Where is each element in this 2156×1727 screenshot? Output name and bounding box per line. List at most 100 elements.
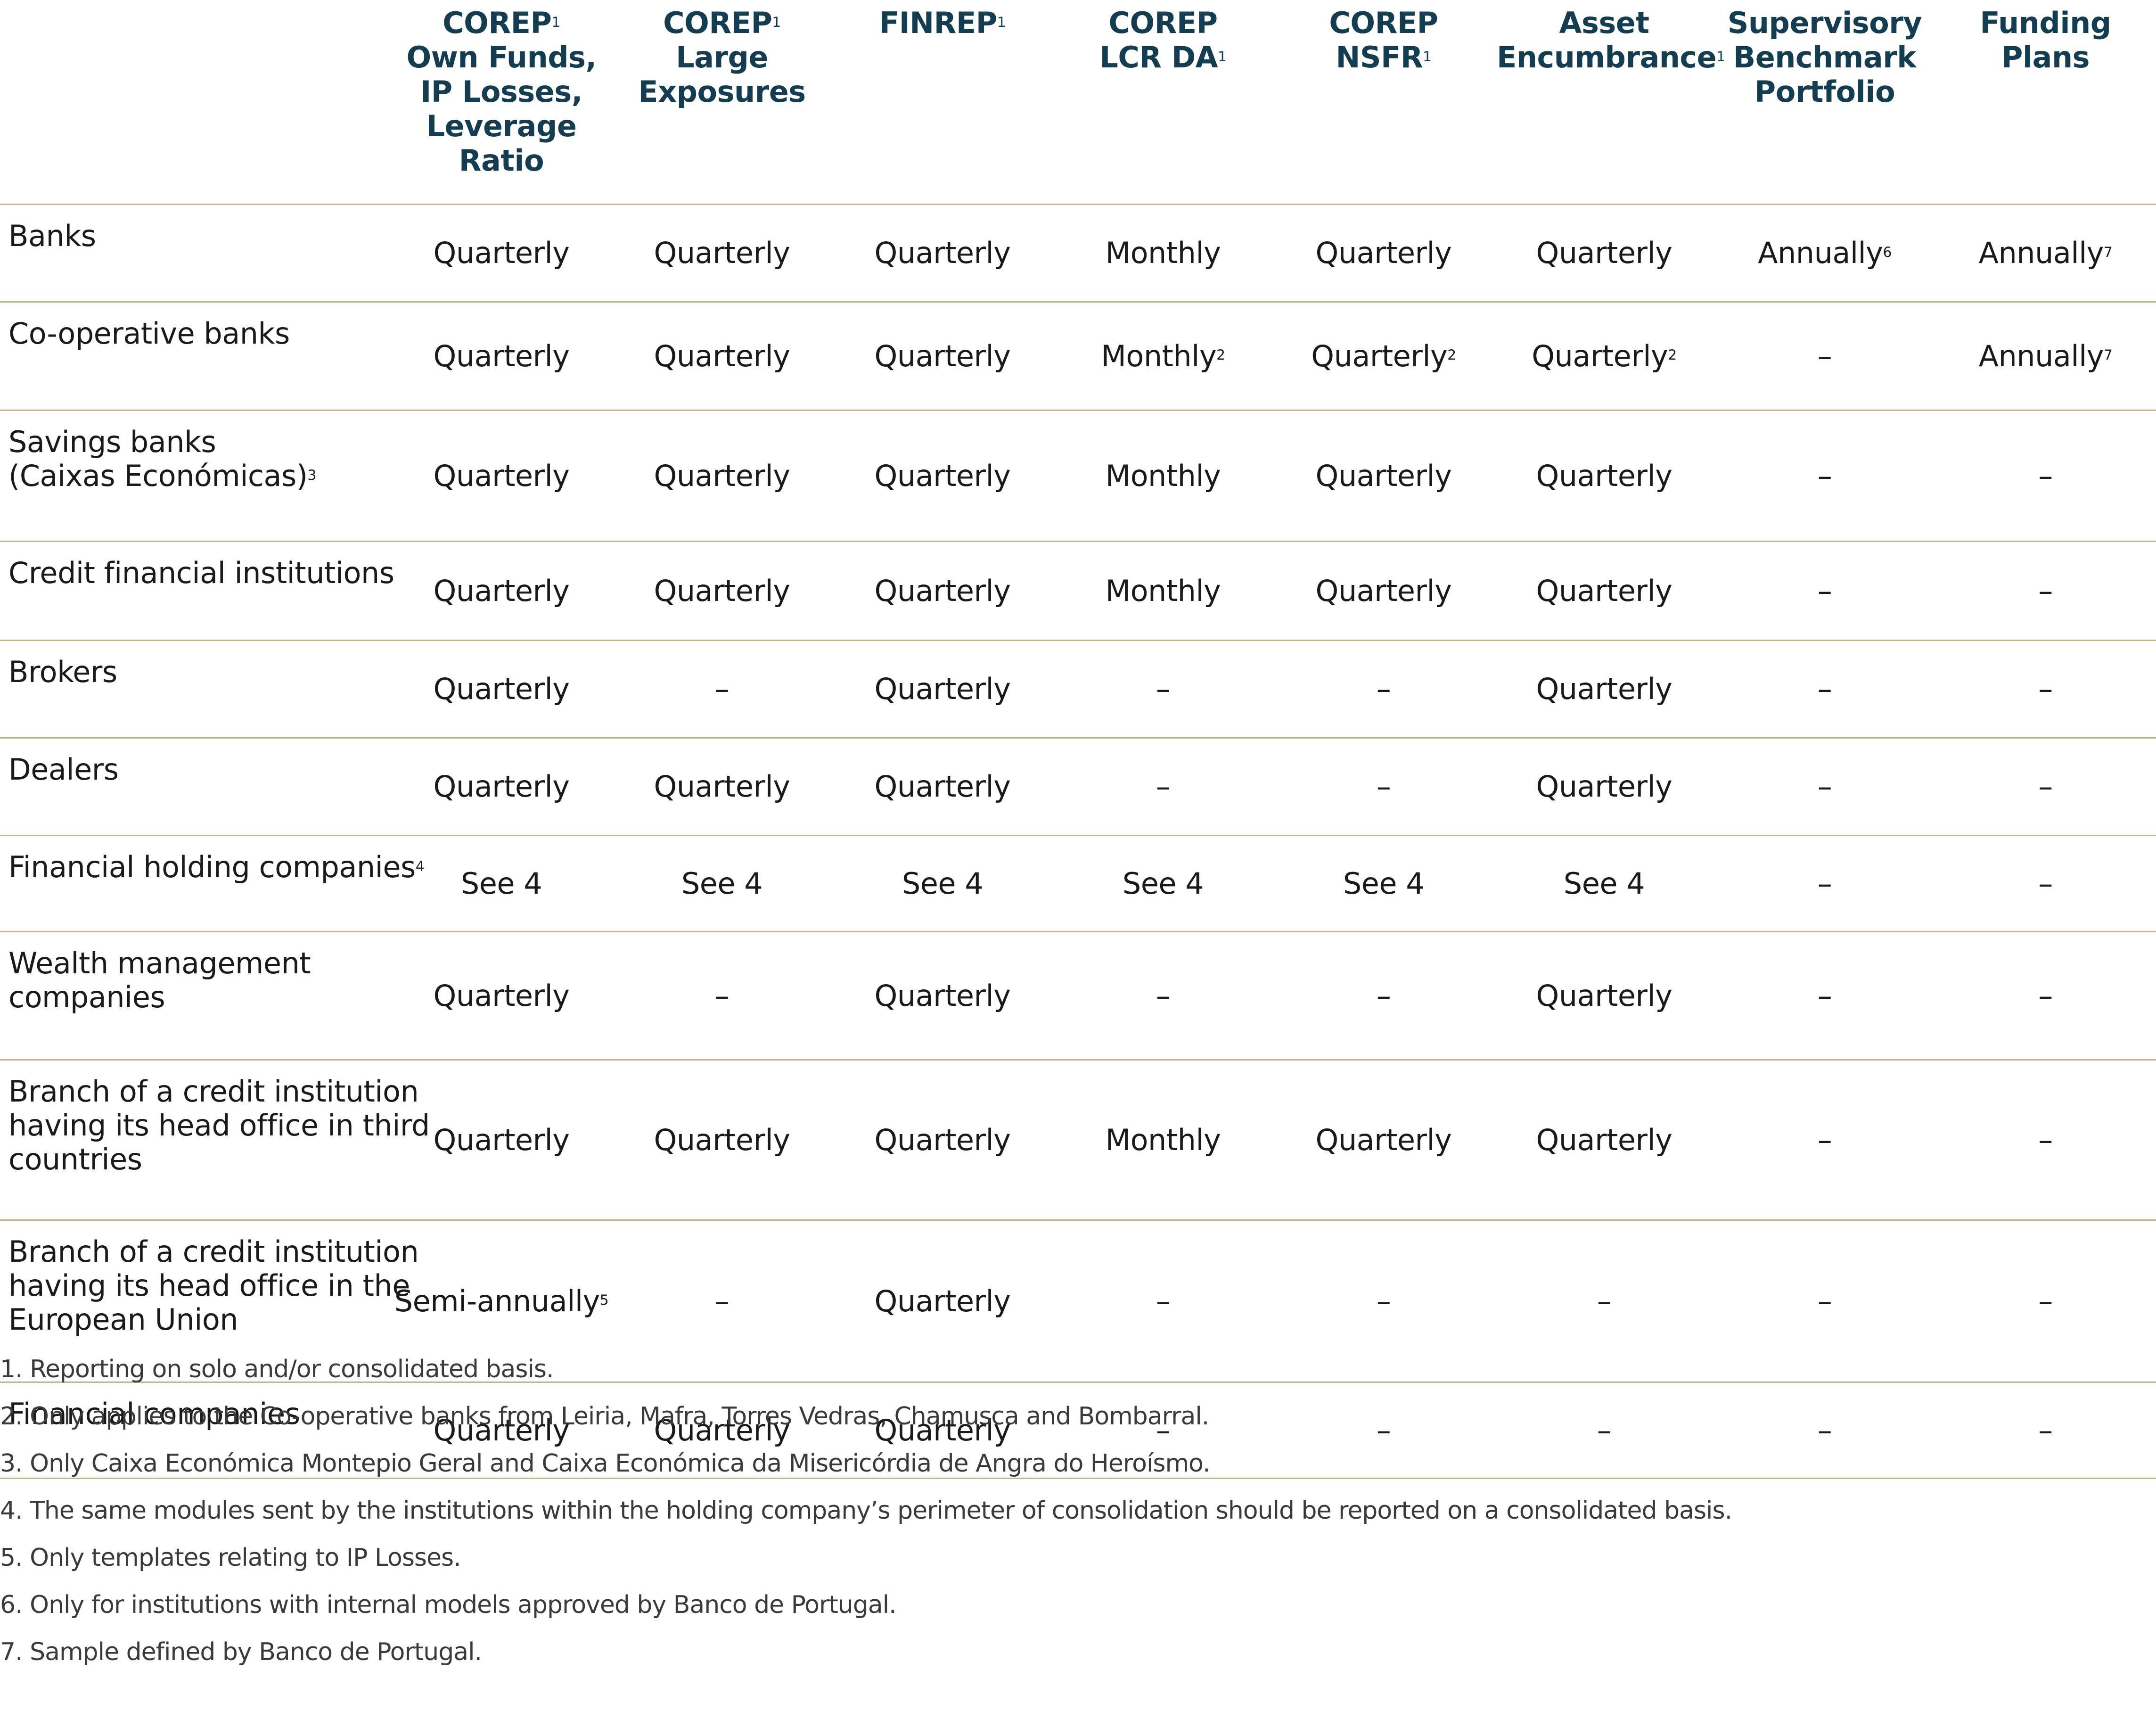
- row-branch-third-countries: Branch of a credit institution having its…: [0, 1060, 2156, 1221]
- row-savings-banks: Savings banks (Caixas Económicas)3 Quarter…: [0, 410, 2156, 542]
- footnote: 4. The same modules sent by the institut…: [0, 1497, 1732, 1525]
- row-label: Wealth management companies: [0, 931, 391, 1061]
- row-label: Financial companies: [0, 1382, 391, 1479]
- footnote: 3. Only Caixa Económica Montepio Geral a…: [0, 1449, 1211, 1478]
- cell-supervisory-benchmark-portfolio: –: [1714, 640, 1935, 739]
- cell-supervisory-benchmark-portfolio: –: [1714, 931, 1935, 1061]
- cell-corep-own-funds: Quarterly: [391, 1382, 612, 1479]
- cell-corep-nsfr: –: [1273, 931, 1494, 1061]
- row-dealers: Dealers Quarterly Quarterly Quarterly – – Quar…: [0, 738, 2156, 836]
- row-label: Dealers: [0, 738, 391, 836]
- row-banks: Banks Quarterly Quarterly Quarterly Monthly Q…: [0, 204, 2156, 303]
- row-label: Banks: [0, 204, 391, 303]
- cell-supervisory-benchmark-portfolio: –: [1714, 738, 1935, 836]
- cell-funding-plans: –: [1935, 640, 2156, 739]
- cell-corep-own-funds: See 4: [391, 835, 612, 932]
- row-co-operative-banks: Co-operative banks Quarterly Quarterly Quar…: [0, 302, 2156, 411]
- cell-corep-large-exposures: Quarterly: [612, 410, 832, 542]
- cell-corep-nsfr: –: [1273, 1220, 1494, 1383]
- cell-corep-own-funds: Quarterly: [391, 640, 612, 739]
- cell-corep-large-exposures: Quarterly: [612, 1060, 832, 1221]
- cell-corep-nsfr: Quarterly: [1273, 410, 1494, 542]
- cell-corep-own-funds: Semi-annually5: [391, 1220, 612, 1383]
- cell-corep-lcr-da: –: [1053, 738, 1273, 836]
- cell-corep-large-exposures: –: [612, 640, 832, 739]
- cell-funding-plans: Annually7: [1935, 204, 2156, 303]
- cell-corep-own-funds: Quarterly: [391, 541, 612, 641]
- cell-asset-encumbrance: Quarterly: [1494, 931, 1714, 1061]
- cell-funding-plans: –: [1935, 738, 2156, 836]
- column-header-corep-nsfr: COREP NSFR1: [1273, 0, 1494, 205]
- cell-finrep: Quarterly: [832, 640, 1053, 739]
- row-branch-european-union: Branch of a credit institution having its…: [0, 1220, 2156, 1383]
- header-corner: [0, 0, 391, 205]
- table-body: Banks Quarterly Quarterly Quarterly Monthly Q…: [0, 204, 2156, 1479]
- cell-funding-plans: –: [1935, 931, 2156, 1061]
- row-label: Financial holding companies4: [0, 835, 425, 932]
- cell-corep-large-exposures: Quarterly: [612, 1382, 832, 1479]
- cell-corep-nsfr: Quarterly2: [1273, 302, 1494, 411]
- cell-finrep: Quarterly: [832, 1060, 1053, 1221]
- cell-finrep: Quarterly: [832, 1382, 1053, 1479]
- footnote: 1. Reporting on solo and/or consolidated…: [0, 1355, 554, 1383]
- cell-corep-large-exposures: See 4: [612, 835, 832, 932]
- cell-corep-lcr-da: See 4: [1053, 835, 1273, 932]
- cell-corep-own-funds: Quarterly: [391, 738, 612, 836]
- cell-finrep: Quarterly: [832, 738, 1053, 836]
- cell-corep-large-exposures: Quarterly: [612, 738, 832, 836]
- cell-asset-encumbrance: Quarterly: [1494, 410, 1714, 542]
- row-wealth-management-companies: Wealth management companies Quarterly – Quar…: [0, 931, 2156, 1061]
- cell-corep-lcr-da: –: [1053, 931, 1273, 1061]
- cell-supervisory-benchmark-portfolio: –: [1714, 302, 1935, 411]
- cell-supervisory-benchmark-portfolio: –: [1714, 1220, 1935, 1383]
- cell-supervisory-benchmark-portfolio: –: [1714, 835, 1935, 932]
- footnotes: 1. Reporting on solo and/or consolidated…: [0, 1346, 2121, 1676]
- cell-asset-encumbrance: Quarterly: [1494, 204, 1714, 303]
- cell-corep-large-exposures: –: [612, 1220, 832, 1383]
- cell-corep-lcr-da: Monthly: [1053, 204, 1273, 303]
- cell-corep-large-exposures: –: [612, 931, 832, 1061]
- cell-corep-nsfr: –: [1273, 738, 1494, 836]
- cell-corep-own-funds: Quarterly: [391, 931, 612, 1061]
- cell-asset-encumbrance: Quarterly: [1494, 541, 1714, 641]
- row-credit-financial-institutions: Credit financial institutions Quarterly Qu…: [0, 541, 2156, 641]
- row-label: Credit financial institutions: [0, 541, 394, 641]
- cell-finrep: Quarterly: [832, 302, 1053, 411]
- cell-corep-lcr-da: –: [1053, 1220, 1273, 1383]
- cell-corep-large-exposures: Quarterly: [612, 541, 832, 641]
- cell-finrep: Quarterly: [832, 1220, 1053, 1383]
- column-header-corep-large-exposures: COREP1 Large Exposures: [612, 0, 832, 205]
- cell-finrep: Quarterly: [832, 410, 1053, 542]
- cell-corep-large-exposures: Quarterly: [612, 204, 832, 303]
- cell-corep-lcr-da: Monthly2: [1053, 302, 1273, 411]
- cell-corep-own-funds: Quarterly: [391, 204, 612, 303]
- row-label: Brokers: [0, 640, 391, 739]
- cell-asset-encumbrance: –: [1494, 1382, 1714, 1479]
- reporting-table: COREP1 Own Funds, IP Losses, Leverage Ra…: [0, 0, 2156, 1479]
- footnote: 6. Only for institutions with internal m…: [0, 1591, 897, 1619]
- cell-corep-lcr-da: Monthly: [1053, 1060, 1273, 1221]
- cell-supervisory-benchmark-portfolio: –: [1714, 1060, 1935, 1221]
- row-financial-holding-companies: Financial holding companies4 See 4 See 4 Se…: [0, 835, 2156, 932]
- cell-asset-encumbrance: See 4: [1494, 835, 1714, 932]
- cell-funding-plans: –: [1935, 1220, 2156, 1383]
- cell-corep-lcr-da: Monthly: [1053, 410, 1273, 542]
- header-row: COREP1 Own Funds, IP Losses, Leverage Ra…: [0, 0, 2156, 205]
- cell-supervisory-benchmark-portfolio: –: [1714, 410, 1935, 542]
- cell-corep-nsfr: –: [1273, 640, 1494, 739]
- cell-funding-plans: –: [1935, 835, 2156, 932]
- column-header-finrep: FINREP1: [832, 0, 1053, 205]
- cell-corep-nsfr: See 4: [1273, 835, 1494, 932]
- cell-corep-nsfr: –: [1273, 1382, 1494, 1479]
- column-header-corep-own-funds: COREP1 Own Funds, IP Losses, Leverage Ra…: [391, 0, 612, 205]
- cell-corep-large-exposures: Quarterly: [612, 302, 832, 411]
- column-header-corep-lcr-da: COREP LCR DA1: [1053, 0, 1273, 205]
- footnote: 7. Sample defined by Banco de Portugal.: [0, 1638, 482, 1666]
- row-brokers: Brokers Quarterly – Quarterly – – Quarterly – –: [0, 640, 2156, 739]
- cell-asset-encumbrance: Quarterly: [1494, 1060, 1714, 1221]
- cell-asset-encumbrance: Quarterly: [1494, 738, 1714, 836]
- column-header-supervisory-benchmark-portfolio: Supervisory Benchmark Portfolio: [1714, 0, 1935, 205]
- cell-finrep: Quarterly: [832, 541, 1053, 641]
- cell-supervisory-benchmark-portfolio: –: [1714, 1382, 1935, 1479]
